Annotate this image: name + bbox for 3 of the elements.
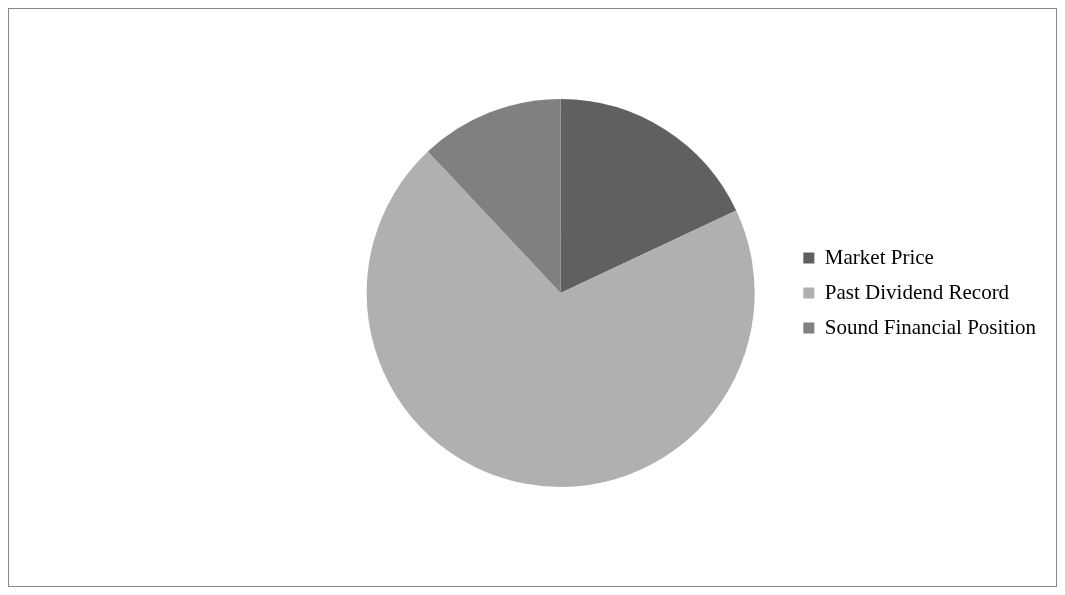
legend-label: Past Dividend Record [824, 279, 1010, 304]
legend-label: Sound Financial Position [824, 314, 1037, 339]
legend-label: Market Price [824, 244, 934, 269]
